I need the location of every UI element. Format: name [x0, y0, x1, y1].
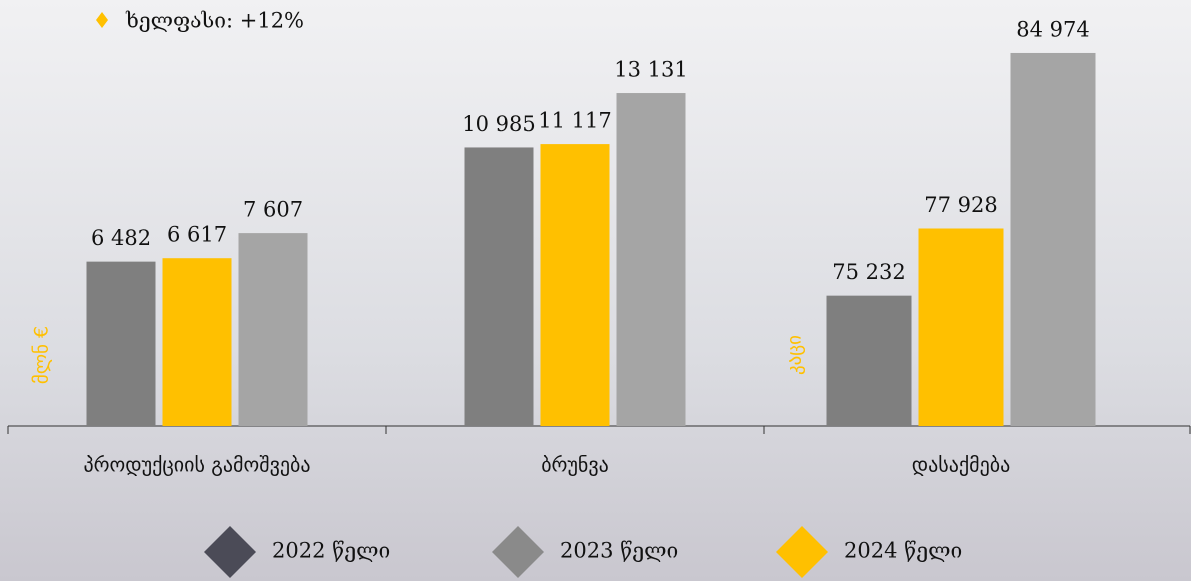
x-tick-label: ბრუნვა — [541, 453, 609, 477]
bar — [238, 233, 308, 426]
value-label: 84 974 — [1016, 17, 1089, 41]
bar — [918, 228, 1004, 426]
value-label: 13 131 — [614, 58, 687, 82]
annotation-marker — [96, 12, 108, 28]
bar — [464, 147, 534, 426]
bar — [86, 261, 156, 426]
annotation: ხელფასი: +12% — [125, 9, 304, 33]
value-label: 6 482 — [91, 226, 151, 250]
bar — [1010, 52, 1096, 427]
bar — [616, 93, 686, 427]
legend-label: 2022 წელი — [272, 539, 390, 563]
value-label: 10 985 — [462, 112, 535, 136]
y-axis-label: მლნ € — [31, 326, 53, 384]
legend-marker — [204, 526, 256, 578]
legend-label: 2023 წელი — [560, 539, 678, 563]
bar — [540, 144, 610, 426]
value-label: 7 607 — [243, 198, 303, 222]
legend-marker — [776, 526, 828, 578]
bar — [162, 258, 232, 426]
value-label: 11 117 — [538, 109, 611, 133]
legend-marker — [492, 526, 544, 578]
value-label: 6 617 — [167, 223, 227, 247]
x-tick-label: პროდუქციის გამოშვება — [83, 453, 310, 477]
x-tick-label: დასაქმება — [912, 453, 1011, 477]
value-label: 77 928 — [924, 193, 997, 217]
value-label: 75 232 — [832, 260, 905, 284]
y-axis-label: კაცი — [784, 335, 806, 375]
bar — [826, 295, 912, 426]
legend-label: 2024 წელი — [844, 539, 962, 563]
